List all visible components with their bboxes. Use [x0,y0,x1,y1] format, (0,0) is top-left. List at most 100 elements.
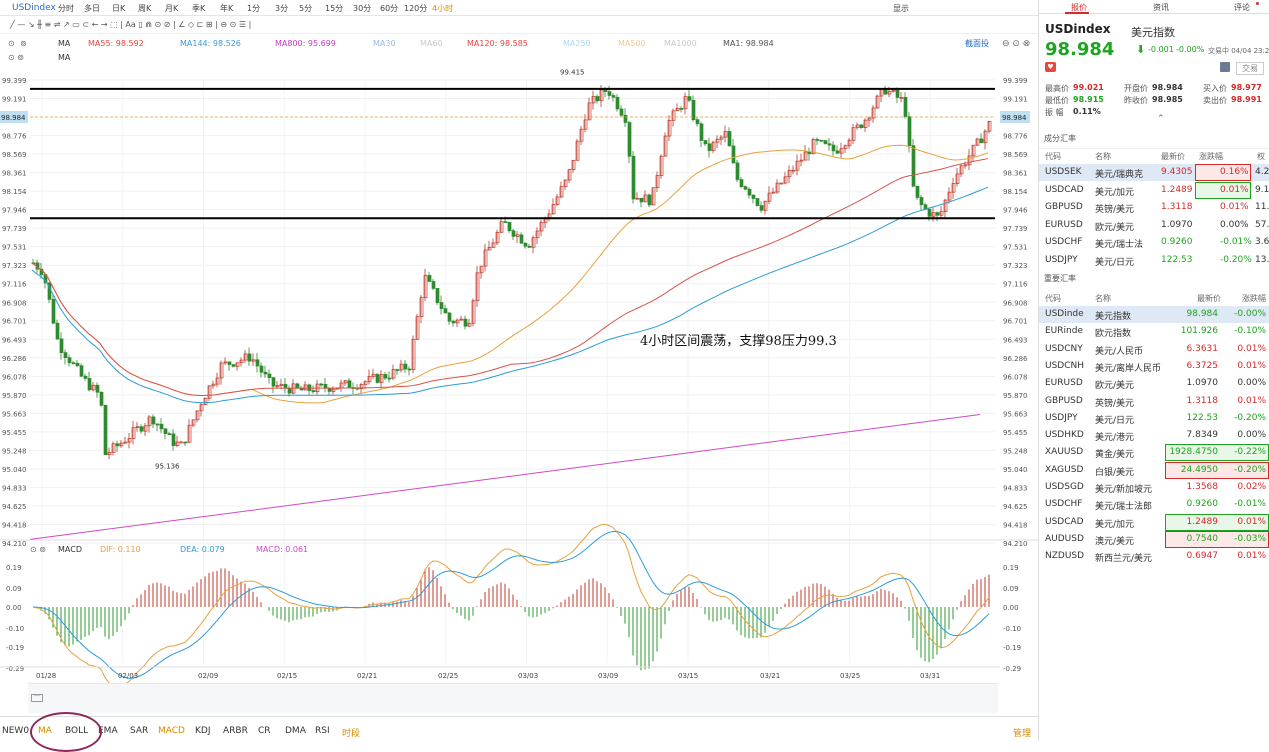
table-row[interactable]: USDCAD 美元/加元 1.2489 0.01% [1039,513,1269,531]
candle-body [267,373,272,378]
macd-histogram [36,567,990,671]
table-row[interactable]: GBPUSD 英镑/美元 1.3118 0.01% [1039,393,1269,410]
candle-body [363,381,368,385]
period-tab[interactable]: 周K [138,4,152,13]
bookmark-icon[interactable] [1220,62,1230,72]
tab-news[interactable]: 资讯 [1153,3,1169,12]
table-row[interactable]: NZDUSD 新西兰元/美元 0.6947 0.01% [1039,548,1269,565]
period-tab[interactable]: 5分 [299,4,313,13]
indicator-tab[interactable]: EMA [98,726,118,736]
table-row[interactable]: EURUSD 欧元/美元 1.0970 0.00% 57.60 [1039,217,1269,234]
candle-body [87,378,92,391]
manage-button[interactable]: 管理 [1013,729,1032,739]
table-row[interactable]: XAGUSD 白银/美元 24.4950 -0.20% [1039,461,1269,479]
indicator-tab[interactable]: DMA [285,726,306,736]
price-tick-left: 95.040 [2,466,27,474]
candle-body [523,242,528,247]
favorite-heart-icon[interactable]: ♥ [1045,62,1056,72]
row-code: USDJPY [1045,254,1078,265]
candle-body [455,319,460,324]
chart-area[interactable]: ⊙ ⊚ MA MA55: 98.592 MA144: 98.526 MA800: 95.6… [0,35,1038,685]
indicator-tab[interactable]: MACD [158,726,185,736]
date-tick: 02/25 [438,672,458,680]
table-row[interactable]: USDSEK 美元/瑞典克 9.4305 0.16% 4.20 [1039,164,1269,181]
period-tab[interactable]: 分时 [58,4,74,13]
indicator-tab[interactable]: SAR [130,726,149,736]
indicator-tab[interactable]: ARBR [223,726,248,736]
indicator-tab[interactable]: RSI [315,726,330,736]
table-row[interactable]: USDCAD 美元/加元 1.2489 0.01% 9.10 [1039,181,1269,199]
candle-body [563,179,568,188]
candle-body [127,438,132,443]
candle-body [175,441,180,446]
price-tick-left: 95.455 [2,429,27,437]
price-tick-left: 99.399 [2,77,27,85]
table-row[interactable]: USDJPY 美元/日元 122.53 -0.20% [1039,410,1269,427]
indicator-tab[interactable]: CR [258,726,271,736]
candle-body [407,368,412,371]
candle-body [499,221,504,233]
table-row[interactable]: USDCNY 美元/人民币 6.3631 0.01% [1039,341,1269,358]
candle-body [419,297,424,318]
row-code: USDCNH [1045,360,1085,371]
period-tab[interactable]: 30分 [353,4,372,13]
table-row[interactable]: USDCHF 美元/瑞士法郎 0.9260 -0.01% [1039,496,1269,513]
row-name: 黄金/美元 [1095,450,1135,461]
row-pct: 0.01% [1237,360,1266,371]
candle-body [743,186,748,190]
period-tab[interactable]: 1分 [247,4,261,13]
row-name: 美元/瑞典克 [1095,170,1144,180]
period-tab[interactable]: 60分 [380,4,399,13]
table-row[interactable]: GBPUSD 英镑/美元 1.3118 0.01% 11.90 [1039,199,1269,216]
candle-body [187,424,192,443]
tab-underline [1065,12,1089,14]
table-row[interactable]: AUDUSD 澳元/美元 0.7540 -0.03% [1039,530,1269,548]
date-tick: 03/09 [598,672,618,680]
period-tab[interactable]: 4小时 [432,4,454,13]
line-tool-icon[interactable]: ╱ — ↘ ╫ ≡ ⇌ ↗ ▭ ⊂ ← → ⬚ | Aa ▯ ⋒ ⊙ ⊘ | ∠… [10,20,252,29]
date-tick: 02/15 [277,672,297,680]
trade-button[interactable]: 交易 [1236,62,1264,75]
candle-body [899,97,904,99]
indicator-tab[interactable]: KDJ [195,726,211,736]
macd-tick-left: 0.19 [6,564,22,572]
indicator-tab[interactable]: NEW0 [2,726,30,736]
indicator-tab[interactable]: 时段 [342,729,361,739]
candle-body [831,144,836,152]
row-price: 6.3725 [1186,360,1219,371]
tab-quote[interactable]: 报价 [1071,3,1087,12]
candle-body [747,188,752,196]
candle-body [575,140,580,161]
period-tab[interactable]: 3分 [275,4,289,13]
candle-body [471,300,476,324]
price-tick-left: 98.569 [2,151,27,159]
period-tab[interactable]: 日K [112,4,126,13]
time-scroll[interactable] [28,683,998,713]
table-row[interactable]: USDJPY 美元/日元 122.53 -0.20%13.60 [1039,252,1269,269]
display-menu[interactable]: 显示 [893,4,909,13]
collapse-chevron-icon[interactable]: ⌃ [1157,114,1165,124]
symbol-label[interactable]: USDindex [12,3,56,13]
period-tab[interactable]: 年K [220,4,234,13]
table-row[interactable]: USDCNH 美元/离岸人民币 6.3725 0.01% [1039,358,1269,375]
period-tab[interactable]: 月K [165,4,179,13]
row-price: 1.2489 [1161,184,1193,195]
candle-body [491,242,496,248]
table-row[interactable]: USDCHF 美元/瑞士法 0.9260 -0.01%3.60 [1039,234,1269,251]
candle-body [119,442,124,447]
table-row[interactable]: USDinde 美元指数 98.984 -0.00% [1039,306,1269,323]
table-row[interactable]: EURUSD 欧元/美元 1.0970 0.00% [1039,375,1269,392]
row-pct: 0.01% [1237,395,1266,406]
row-pct: -0.01% [1234,499,1266,510]
scroll-handle[interactable]: ··· [31,694,43,702]
period-tab[interactable]: 季K [192,4,206,13]
period-tab[interactable]: 120分 [404,4,428,13]
period-tab[interactable]: 15分 [325,4,344,13]
candle-body [555,196,560,205]
table-row[interactable]: USDHKD 美元/港元 7.8349 0.00% [1039,427,1269,444]
table-row[interactable]: EURinde 欧元指数 101.926 -0.10% [1039,323,1269,340]
period-tab[interactable]: 多日 [84,4,100,13]
tab-comment[interactable]: 评论 [1234,3,1250,12]
table-row[interactable]: USDSGD 美元/新加坡元 1.3568 0.02% [1039,479,1269,496]
table-row[interactable]: XAUUSD 黄金/美元 1928.4750 -0.22% [1039,444,1269,462]
